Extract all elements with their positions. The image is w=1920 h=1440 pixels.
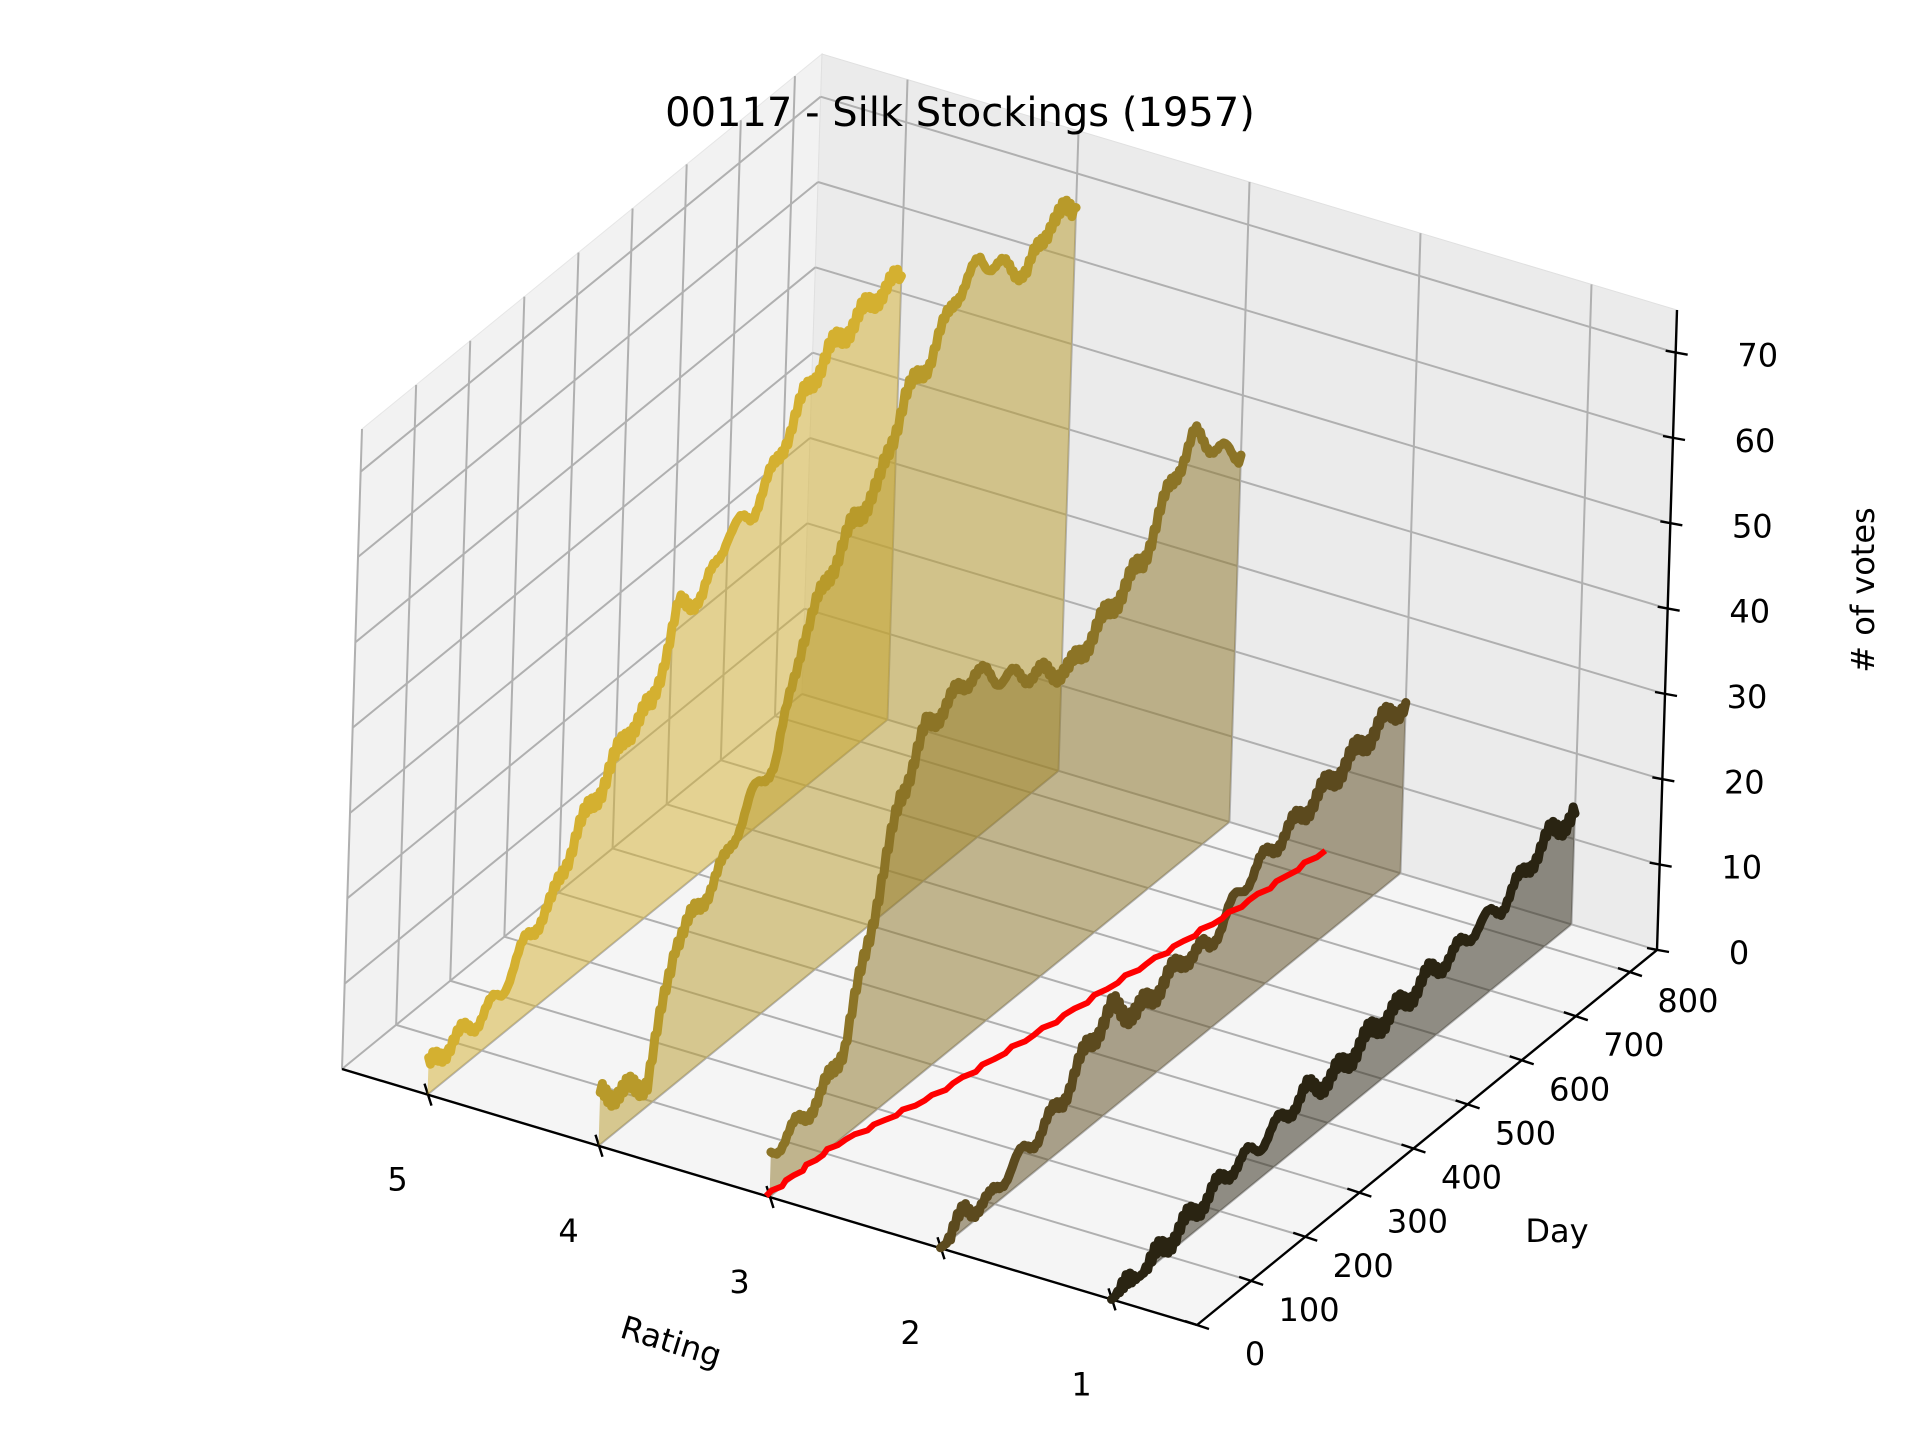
z-tick-mark xyxy=(1652,776,1675,783)
grid-line-day xyxy=(503,296,526,937)
x-tick-mark xyxy=(765,1185,775,1209)
x-tick-label: 5 xyxy=(387,1161,407,1199)
grid-line-day xyxy=(341,428,363,1070)
y-tick-label: 0 xyxy=(1245,1335,1265,1373)
grid-line-votes xyxy=(357,181,819,558)
y-tick-mark xyxy=(1401,1143,1426,1154)
y-tick-mark xyxy=(1617,966,1643,978)
y-tick-label: 300 xyxy=(1387,1203,1448,1241)
series-line-rating-1 xyxy=(1107,802,1580,1304)
grid-line-rating xyxy=(1399,233,1422,874)
y-tick-mark xyxy=(1292,1231,1318,1242)
z-axis-line xyxy=(1655,309,1679,951)
y-tick-mark xyxy=(1238,1275,1264,1287)
x-tick-label: 4 xyxy=(558,1212,578,1250)
series-area-rating-3 xyxy=(769,425,1241,1197)
series-line-rating-4 xyxy=(595,195,1081,1111)
z-tick-mark xyxy=(1657,605,1680,612)
z-tick-mark xyxy=(1665,349,1688,356)
grid-line-day xyxy=(449,340,472,981)
series-area-rating-4 xyxy=(598,200,1077,1146)
grid-line-votes xyxy=(817,181,1674,439)
series-line-rating-5 xyxy=(424,264,906,1069)
x-tick-label: 1 xyxy=(1071,1365,1091,1403)
y-tick-mark xyxy=(1184,1319,1210,1331)
z-tick-mark xyxy=(1646,946,1670,954)
x-tick-mark xyxy=(594,1134,604,1158)
x-tick-label: 3 xyxy=(729,1263,749,1301)
z-tick-label: 0 xyxy=(1729,934,1749,972)
series-layer xyxy=(424,195,1580,1304)
y-tick-label: 100 xyxy=(1279,1291,1340,1329)
z-tick-mark xyxy=(1649,861,1672,868)
mean-rating-line xyxy=(763,848,1328,1199)
z-tick-label: 10 xyxy=(1721,849,1762,887)
y-tick-label: 500 xyxy=(1495,1114,1556,1152)
y-axis-label: Day xyxy=(1525,1212,1588,1250)
y-tick-label: 200 xyxy=(1333,1247,1394,1285)
y-tick-label: 700 xyxy=(1603,1026,1664,1064)
grid-line-day xyxy=(395,384,418,1025)
series-line-rating-3 xyxy=(766,421,1246,1159)
z-tick-label: 70 xyxy=(1737,337,1778,375)
z-tick-label: 60 xyxy=(1735,422,1776,460)
y-tick-label: 600 xyxy=(1549,1070,1610,1108)
y-tick-mark xyxy=(1509,1055,1535,1066)
grid-line-votes xyxy=(354,266,816,644)
x-tick-label: 2 xyxy=(900,1314,920,1352)
z-tick-mark xyxy=(1660,520,1683,527)
grid-line-votes xyxy=(352,351,814,729)
y-tick-mark xyxy=(1455,1099,1480,1110)
z-axis-label: # of votes xyxy=(1844,507,1882,672)
y-tick-mark xyxy=(1563,1011,1589,1022)
z-tick-mark xyxy=(1654,690,1678,698)
z-tick-label: 50 xyxy=(1732,507,1773,545)
tick-labels: 5432101002003004005006007008000102030405… xyxy=(387,337,1778,1404)
y-tick-label: 800 xyxy=(1657,982,1718,1020)
series-line-rating-2 xyxy=(936,698,1411,1253)
z-tick-mark xyxy=(1662,434,1686,442)
y-tick-label: 400 xyxy=(1441,1159,1502,1197)
z-tick-label: 40 xyxy=(1729,593,1770,631)
y-tick-mark xyxy=(1346,1187,1372,1198)
z-tick-label: 30 xyxy=(1727,678,1768,716)
chart-title: 00117 - Silk Stockings (1957) xyxy=(665,90,1255,136)
grid-line-day xyxy=(557,252,580,893)
grid-line-votes xyxy=(820,95,1676,354)
grid-line-votes xyxy=(349,437,811,814)
grid-line-votes xyxy=(360,95,822,473)
y-axis-line xyxy=(1196,949,1658,1326)
x-tick-mark xyxy=(423,1083,433,1106)
z-tick-label: 20 xyxy=(1724,763,1765,801)
